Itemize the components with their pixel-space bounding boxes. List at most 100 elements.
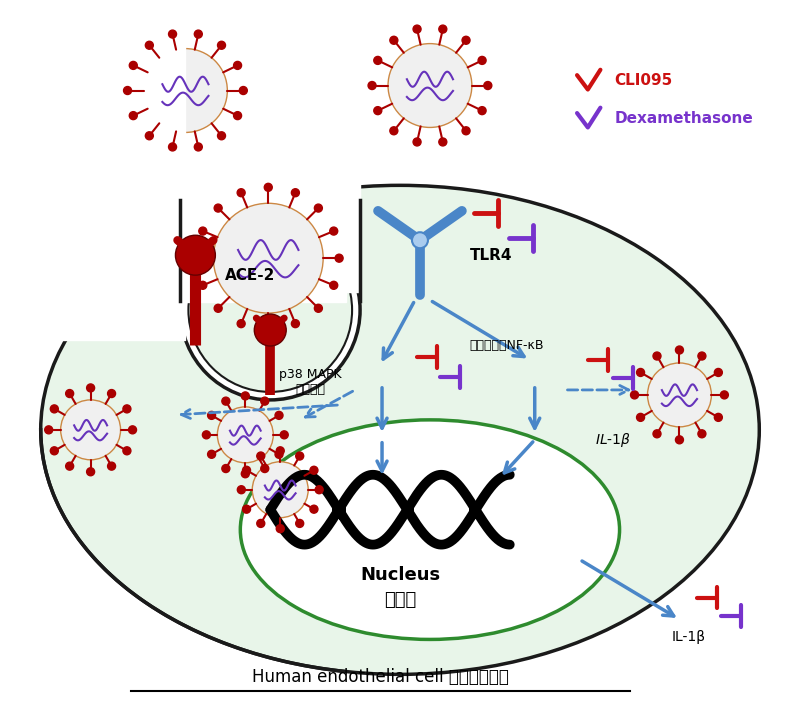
Circle shape: [50, 405, 58, 413]
Circle shape: [218, 407, 274, 463]
Circle shape: [412, 232, 428, 248]
Circle shape: [194, 30, 202, 38]
Circle shape: [86, 467, 94, 476]
Circle shape: [478, 107, 486, 115]
Circle shape: [439, 138, 447, 146]
Circle shape: [296, 452, 304, 460]
Circle shape: [698, 352, 706, 360]
Circle shape: [647, 363, 711, 427]
Circle shape: [653, 430, 661, 438]
Circle shape: [291, 320, 299, 328]
Circle shape: [276, 524, 284, 533]
Circle shape: [202, 431, 210, 439]
Text: Nucleus: Nucleus: [360, 565, 440, 583]
Circle shape: [237, 320, 245, 328]
Circle shape: [314, 204, 322, 212]
Circle shape: [222, 465, 230, 472]
Circle shape: [169, 143, 177, 151]
Circle shape: [242, 505, 250, 513]
Circle shape: [390, 37, 398, 44]
Circle shape: [146, 41, 154, 49]
Circle shape: [189, 228, 352, 392]
Circle shape: [296, 520, 304, 527]
Circle shape: [368, 82, 376, 89]
Circle shape: [181, 220, 360, 400]
Circle shape: [214, 304, 222, 312]
Circle shape: [242, 392, 250, 400]
Circle shape: [143, 49, 227, 132]
Circle shape: [214, 203, 323, 313]
Circle shape: [146, 131, 154, 140]
Circle shape: [413, 25, 421, 33]
Bar: [181, 1, 360, 292]
Circle shape: [276, 447, 284, 455]
Ellipse shape: [240, 420, 619, 640]
Circle shape: [61, 400, 121, 460]
Circle shape: [637, 368, 645, 376]
Circle shape: [194, 143, 202, 151]
Circle shape: [129, 426, 137, 434]
Circle shape: [310, 466, 318, 475]
Ellipse shape: [41, 186, 759, 674]
Circle shape: [66, 462, 74, 470]
Text: 原子核: 原子核: [384, 591, 416, 609]
Circle shape: [66, 389, 74, 397]
Circle shape: [242, 466, 250, 475]
Circle shape: [261, 465, 269, 472]
Bar: [182, 1, 346, 302]
Circle shape: [234, 112, 242, 120]
Circle shape: [714, 368, 722, 376]
Circle shape: [714, 413, 722, 421]
Circle shape: [630, 391, 638, 399]
Circle shape: [264, 183, 272, 191]
Text: 核轉錄因子NF-κB: 核轉錄因子NF-κB: [470, 339, 544, 352]
Circle shape: [653, 352, 661, 360]
Circle shape: [252, 462, 308, 517]
Circle shape: [374, 107, 382, 115]
Circle shape: [237, 188, 245, 197]
Circle shape: [261, 397, 269, 405]
Circle shape: [275, 411, 283, 420]
Circle shape: [45, 426, 53, 434]
Circle shape: [374, 56, 382, 65]
Circle shape: [291, 188, 299, 197]
Circle shape: [242, 470, 250, 478]
Circle shape: [257, 520, 265, 527]
Circle shape: [478, 56, 486, 65]
Text: $\mathit{IL}$-$\mathit{1β}$: $\mathit{IL}$-$\mathit{1β}$: [594, 431, 630, 449]
Circle shape: [254, 314, 286, 346]
Text: IL-1β: IL-1β: [671, 631, 706, 645]
Bar: [1, 1, 186, 340]
Circle shape: [413, 138, 421, 146]
Circle shape: [264, 325, 272, 333]
Circle shape: [199, 227, 206, 235]
Circle shape: [199, 281, 206, 290]
Circle shape: [239, 86, 247, 94]
Circle shape: [390, 127, 398, 135]
Circle shape: [208, 411, 215, 420]
Circle shape: [214, 204, 222, 212]
Circle shape: [315, 486, 323, 494]
Circle shape: [275, 451, 283, 458]
Circle shape: [720, 391, 728, 399]
Circle shape: [280, 431, 288, 439]
Circle shape: [484, 82, 492, 89]
Circle shape: [439, 25, 447, 33]
Text: Human endothelial cell 人體內皮細胞: Human endothelial cell 人體內皮細胞: [252, 669, 509, 686]
Circle shape: [330, 281, 338, 290]
Circle shape: [218, 41, 226, 49]
Circle shape: [123, 447, 131, 455]
Circle shape: [86, 384, 94, 392]
Circle shape: [107, 389, 115, 397]
Circle shape: [462, 37, 470, 44]
Circle shape: [175, 236, 215, 275]
Circle shape: [130, 61, 138, 70]
Text: ACE-2: ACE-2: [226, 268, 276, 283]
Circle shape: [123, 405, 131, 413]
Circle shape: [208, 451, 215, 458]
Text: CLI095: CLI095: [614, 73, 673, 88]
Circle shape: [218, 131, 226, 140]
Circle shape: [637, 413, 645, 421]
Circle shape: [257, 452, 265, 460]
Circle shape: [310, 505, 318, 513]
